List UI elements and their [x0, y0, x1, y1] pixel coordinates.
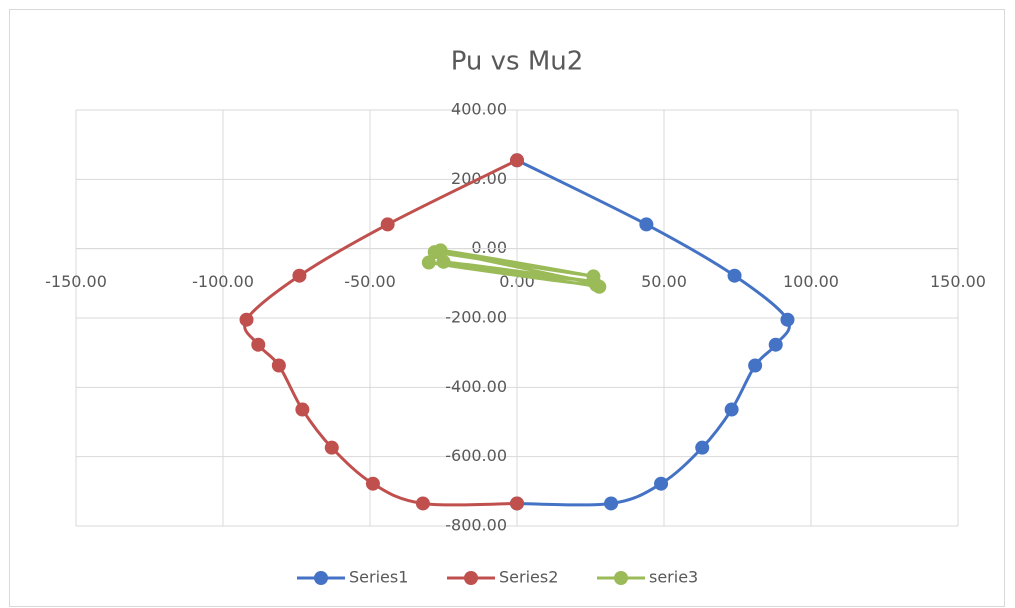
point	[604, 496, 619, 511]
point	[433, 243, 448, 258]
x-tick-label: 100.00	[783, 272, 839, 291]
point	[780, 312, 795, 327]
point	[365, 476, 380, 491]
point	[324, 440, 339, 455]
y-tick-label: -400.00	[445, 377, 507, 396]
legend-marker	[614, 571, 628, 585]
point	[415, 496, 430, 511]
x-tick-label: -150.00	[45, 272, 107, 291]
point	[292, 268, 307, 283]
x-tick-label: 150.00	[930, 272, 986, 291]
point	[510, 496, 524, 511]
y-tick-label: -600.00	[445, 446, 507, 465]
legend-marker	[314, 571, 328, 585]
chart-title: Pu vs Mu2	[451, 47, 584, 77]
point	[380, 217, 395, 232]
point	[768, 337, 783, 352]
point	[727, 268, 742, 283]
point	[592, 279, 607, 294]
point	[748, 358, 763, 373]
chart-border	[9, 9, 1005, 607]
point	[295, 402, 310, 417]
point	[695, 440, 710, 455]
point	[239, 312, 254, 327]
point	[271, 358, 286, 373]
point	[421, 255, 436, 270]
series-line	[516, 158, 791, 507]
series-line	[243, 158, 518, 507]
point	[724, 402, 739, 417]
x-tick-label: 50.00	[641, 272, 687, 291]
x-tick-label: -100.00	[192, 272, 254, 291]
legend-label: Series1	[349, 568, 408, 587]
point	[639, 217, 654, 232]
point	[251, 337, 266, 352]
y-tick-label: -800.00	[445, 516, 507, 535]
point	[510, 153, 524, 168]
point	[654, 476, 669, 491]
y-tick-label: -200.00	[445, 308, 507, 327]
x-tick-label: -50.00	[344, 272, 396, 291]
legend-marker	[464, 571, 478, 585]
y-tick-label: 0.00	[471, 238, 507, 257]
legend-label: serie3	[649, 568, 698, 587]
series-line	[427, 248, 600, 289]
y-tick-label: 400.00	[451, 100, 507, 119]
legend-label: Series2	[499, 568, 558, 587]
point	[436, 254, 451, 269]
